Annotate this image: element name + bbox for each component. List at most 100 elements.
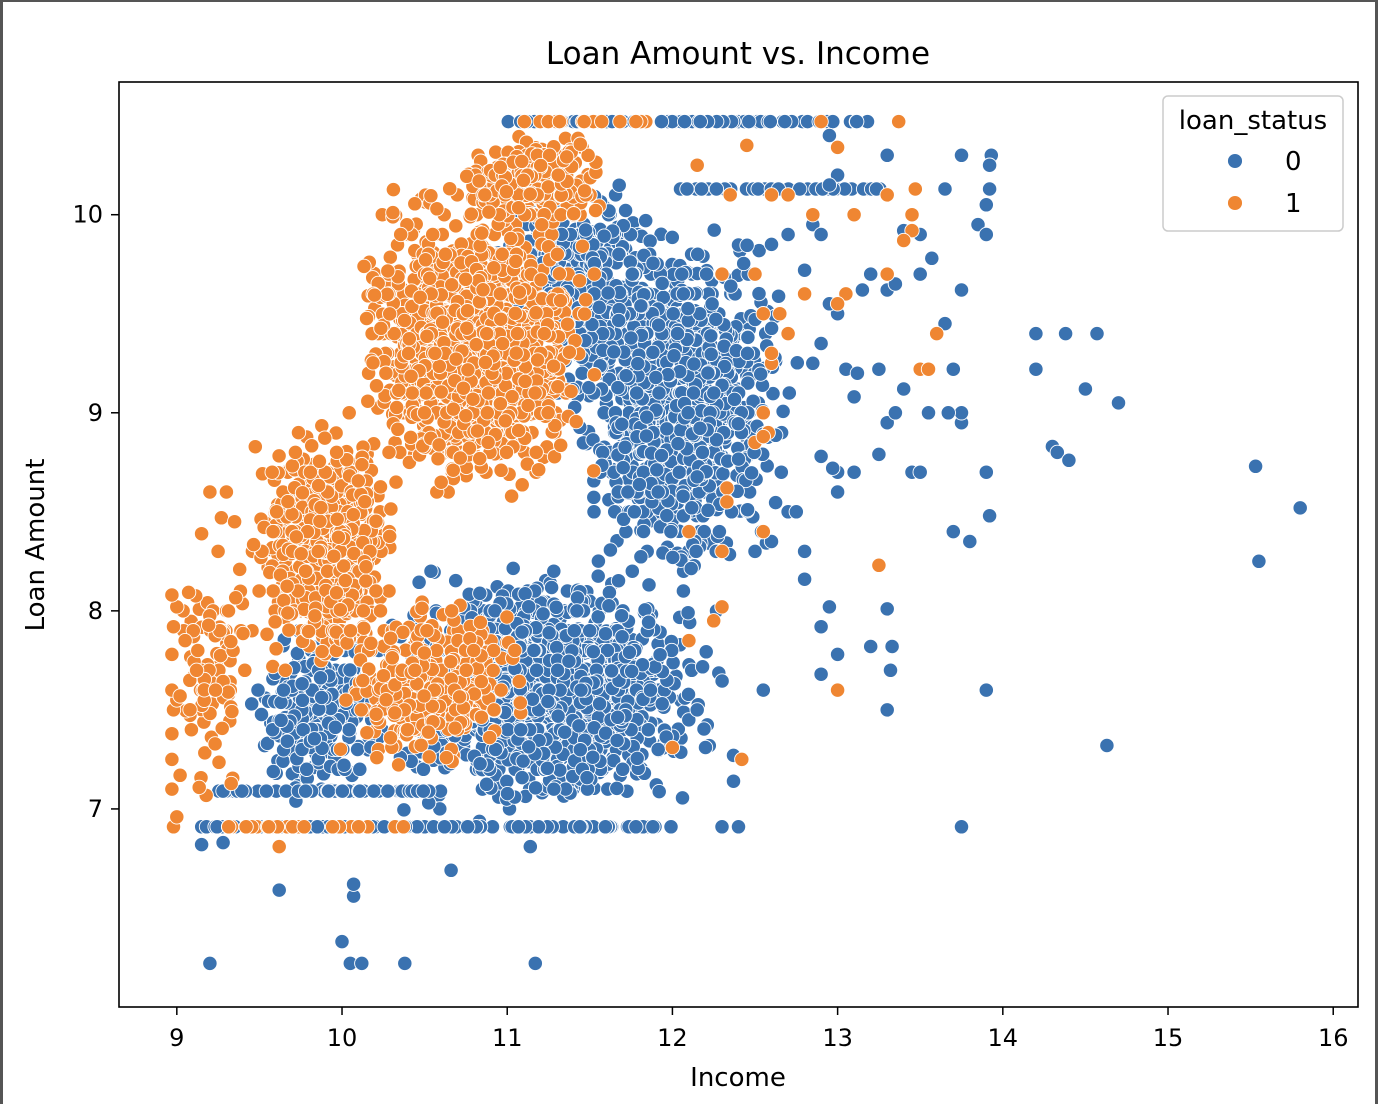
scatter-point-status-1 bbox=[433, 474, 449, 490]
scatter-point-status-1 bbox=[423, 188, 439, 204]
scatter-point-status-0 bbox=[750, 181, 766, 197]
scatter-point-status-0 bbox=[611, 177, 627, 193]
scatter-point-status-1 bbox=[550, 379, 566, 395]
scatter-point-status-1 bbox=[503, 488, 520, 504]
scatter-point-status-0 bbox=[698, 266, 715, 282]
scatter-point-status-0 bbox=[327, 719, 343, 735]
scatter-point-status-0 bbox=[780, 226, 796, 243]
scatter-point-status-0 bbox=[396, 802, 412, 818]
scatter-point-status-0 bbox=[871, 446, 887, 463]
scatter-point-status-0 bbox=[645, 819, 661, 835]
scatter-point-status-0 bbox=[912, 266, 928, 282]
scatter-point-status-1 bbox=[388, 474, 404, 490]
scatter-point-status-0 bbox=[777, 113, 793, 130]
scatter-point-status-0 bbox=[1028, 361, 1044, 377]
scatter-point-status-0 bbox=[829, 484, 846, 500]
scatter-point-status-0 bbox=[610, 573, 627, 589]
scatter-point-status-1 bbox=[498, 444, 515, 461]
scatter-point-status-0 bbox=[665, 549, 681, 566]
scatter-point-status-0 bbox=[590, 553, 607, 569]
scatter-point-status-0 bbox=[613, 608, 630, 624]
scatter-point-status-0 bbox=[530, 819, 547, 835]
scatter-point-status-0 bbox=[675, 286, 692, 302]
scatter-point-status-0 bbox=[953, 282, 970, 298]
scatter-point-status-0 bbox=[659, 507, 675, 524]
scatter-point-status-0 bbox=[334, 933, 350, 950]
scatter-point-status-1 bbox=[385, 181, 402, 198]
scatter-point-status-0 bbox=[739, 345, 756, 362]
scatter-point-status-0 bbox=[663, 819, 679, 835]
scatter-point-status-1 bbox=[493, 462, 509, 478]
scatter-point-status-0 bbox=[704, 296, 720, 312]
scatter-point-status-0 bbox=[521, 739, 537, 755]
scatter-point-status-0 bbox=[273, 694, 289, 711]
scatter-point-status-0 bbox=[686, 356, 702, 372]
scatter-point-status-0 bbox=[753, 366, 769, 382]
scatter-point-status-0 bbox=[597, 626, 614, 642]
scatter-point-status-0 bbox=[521, 599, 537, 615]
scatter-point-status-0 bbox=[566, 623, 582, 639]
scatter-point-status-0 bbox=[586, 489, 602, 506]
scatter-point-status-1 bbox=[429, 201, 445, 217]
scatter-point-status-0 bbox=[415, 783, 431, 799]
scatter-point-status-0 bbox=[706, 222, 722, 238]
scatter-point-status-1 bbox=[586, 266, 602, 282]
scatter-point-status-0 bbox=[623, 330, 639, 346]
scatter-point-status-0 bbox=[336, 757, 352, 773]
scatter-point-status-0 bbox=[741, 113, 757, 130]
scatter-point-status-0 bbox=[609, 780, 625, 797]
scatter-point-status-0 bbox=[577, 222, 594, 238]
scatter-point-status-0 bbox=[978, 226, 994, 243]
scatter-point-status-0 bbox=[642, 682, 659, 698]
scatter-point-status-0 bbox=[788, 504, 804, 520]
scatter-point-status-0 bbox=[770, 288, 787, 304]
scatter-point-status-0 bbox=[609, 732, 625, 749]
scatter-point-status-0 bbox=[366, 783, 382, 799]
scatter-point-status-0 bbox=[334, 783, 351, 799]
scatter-point-status-0 bbox=[633, 549, 649, 565]
scatter-point-status-0 bbox=[591, 696, 608, 712]
scatter-point-status-0 bbox=[762, 113, 778, 130]
scatter-point-status-0 bbox=[663, 523, 679, 540]
scatter-point-status-0 bbox=[621, 644, 638, 660]
scatter-point-status-0 bbox=[723, 278, 739, 294]
scatter-point-status-0 bbox=[265, 763, 281, 780]
scatter-point-status-1 bbox=[390, 421, 406, 437]
scatter-point-status-1 bbox=[571, 273, 588, 289]
scatter-point-status-0 bbox=[460, 819, 476, 835]
scatter-point-status-0 bbox=[645, 344, 661, 361]
scatter-point-status-0 bbox=[380, 783, 396, 799]
scatter-point-status-0 bbox=[411, 574, 427, 590]
scatter-point-status-0 bbox=[680, 605, 696, 621]
scatter-point-status-0 bbox=[579, 769, 595, 786]
scatter-point-status-0 bbox=[629, 750, 645, 767]
scatter-point-status-0 bbox=[676, 113, 693, 130]
scatter-point-status-0 bbox=[703, 328, 719, 344]
scatter-point-status-0 bbox=[527, 780, 544, 796]
scatter-point-status-0 bbox=[550, 708, 566, 724]
scatter-point-status-0 bbox=[775, 403, 791, 420]
scatter-point-status-0 bbox=[666, 348, 682, 364]
scatter-point-status-0 bbox=[849, 113, 865, 130]
scatter-point-status-1 bbox=[574, 238, 591, 254]
scatter-point-status-1 bbox=[368, 378, 385, 394]
scatter-point-status-0 bbox=[689, 702, 705, 718]
scatter-point-status-0 bbox=[294, 676, 310, 692]
scatter-point-status-0 bbox=[273, 712, 289, 728]
scatter-point-status-0 bbox=[526, 642, 542, 659]
scatter-point-status-0 bbox=[863, 266, 879, 282]
scatter-point-status-0 bbox=[606, 344, 622, 360]
scatter-point-status-0 bbox=[527, 955, 543, 972]
scatter-point-status-0 bbox=[193, 836, 210, 853]
scatter-point-status-0 bbox=[1251, 553, 1267, 569]
scatter-point-status-0 bbox=[202, 955, 218, 972]
scatter-point-status-0 bbox=[796, 262, 813, 278]
scatter-point-status-0 bbox=[854, 282, 871, 298]
scatter-point-status-0 bbox=[796, 571, 813, 587]
scatter-point-status-0 bbox=[652, 647, 668, 663]
scatter-point-status-0 bbox=[755, 682, 771, 698]
scatter-point-status-1 bbox=[559, 316, 576, 332]
scatter-point-status-0 bbox=[472, 756, 488, 772]
scatter-point-status-0 bbox=[590, 568, 606, 584]
